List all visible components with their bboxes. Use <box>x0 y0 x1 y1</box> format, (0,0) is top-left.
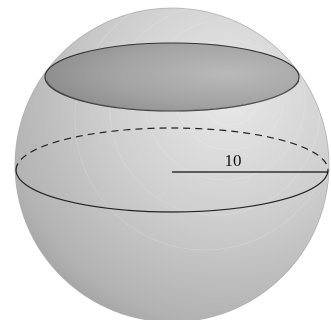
equator-back-dashed <box>15 127 329 171</box>
equator-front-solid <box>15 169 329 213</box>
cap-rim-edge <box>46 80 300 112</box>
radius-label: 10 <box>225 151 242 170</box>
